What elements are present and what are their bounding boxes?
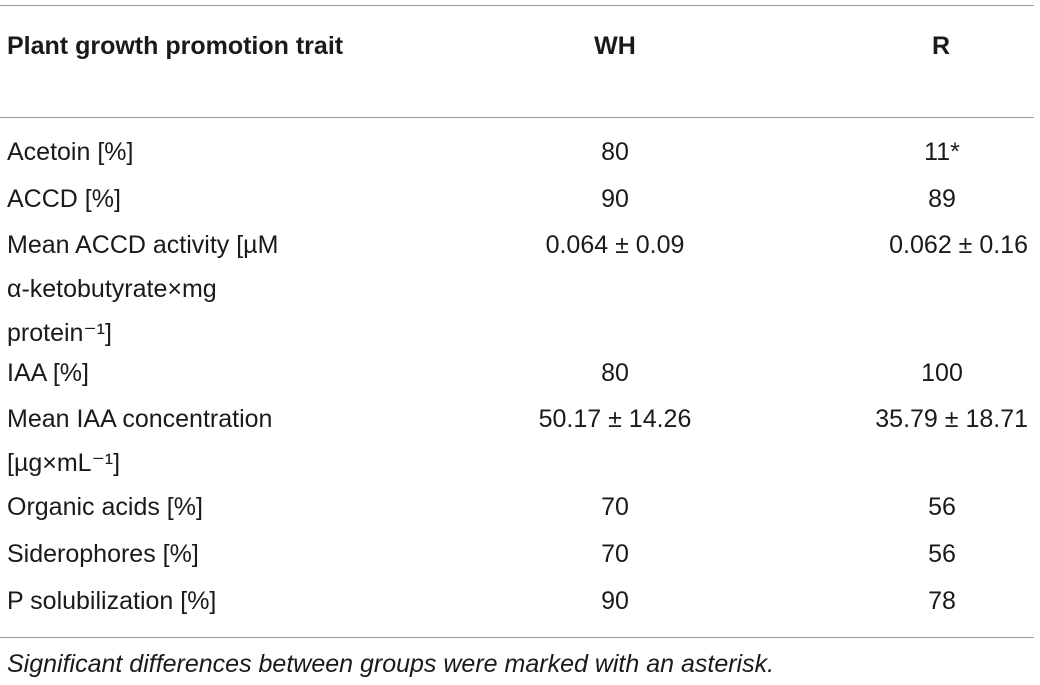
table-footnote: Significant differences between groups w… [7, 650, 775, 678]
wh-cell: 0.064 ± 0.09 [545, 231, 685, 259]
table-top-rule [0, 5, 1034, 6]
trait-cell: Mean IAA concentration [µg×mL⁻¹] [7, 405, 273, 477]
r-cell: 0.062 ± 0.16 [889, 231, 1028, 259]
wh-cell: 90 [601, 185, 629, 213]
r-cell: 56 [928, 540, 956, 568]
r-cell: 35.79 ± 18.71 [875, 405, 1028, 433]
header-wh: WH [594, 32, 636, 60]
trait-cell: Mean ACCD activity [µM α-ketobutyrate×mg… [7, 231, 279, 347]
table-bottom-rule [0, 637, 1034, 638]
r-cell: 11* [924, 138, 960, 166]
wh-cell: 90 [601, 587, 629, 615]
table-header-row: Plant growth promotion trait WH R [0, 27, 1034, 107]
trait-cell: P solubilization [%] [7, 587, 217, 615]
r-cell: 89 [928, 185, 956, 213]
header-r: R [931, 32, 951, 60]
trait-cell: Siderophores [%] [7, 540, 199, 568]
wh-cell: 70 [601, 493, 629, 521]
trait-cell: Organic acids [%] [7, 493, 203, 521]
table-header-rule [0, 117, 1034, 118]
header-trait: Plant growth promotion trait [7, 32, 344, 60]
r-cell: 78 [928, 587, 956, 615]
wh-cell: 70 [601, 540, 629, 568]
r-cell: 56 [928, 493, 956, 521]
trait-cell: ACCD [%] [7, 185, 121, 213]
wh-cell: 80 [601, 359, 629, 387]
trait-cell: Acetoin [%] [7, 138, 134, 166]
r-cell: 100 [921, 359, 963, 387]
wh-cell: 80 [601, 138, 629, 166]
wh-cell: 50.17 ± 14.26 [538, 405, 692, 433]
trait-cell: IAA [%] [7, 359, 89, 387]
